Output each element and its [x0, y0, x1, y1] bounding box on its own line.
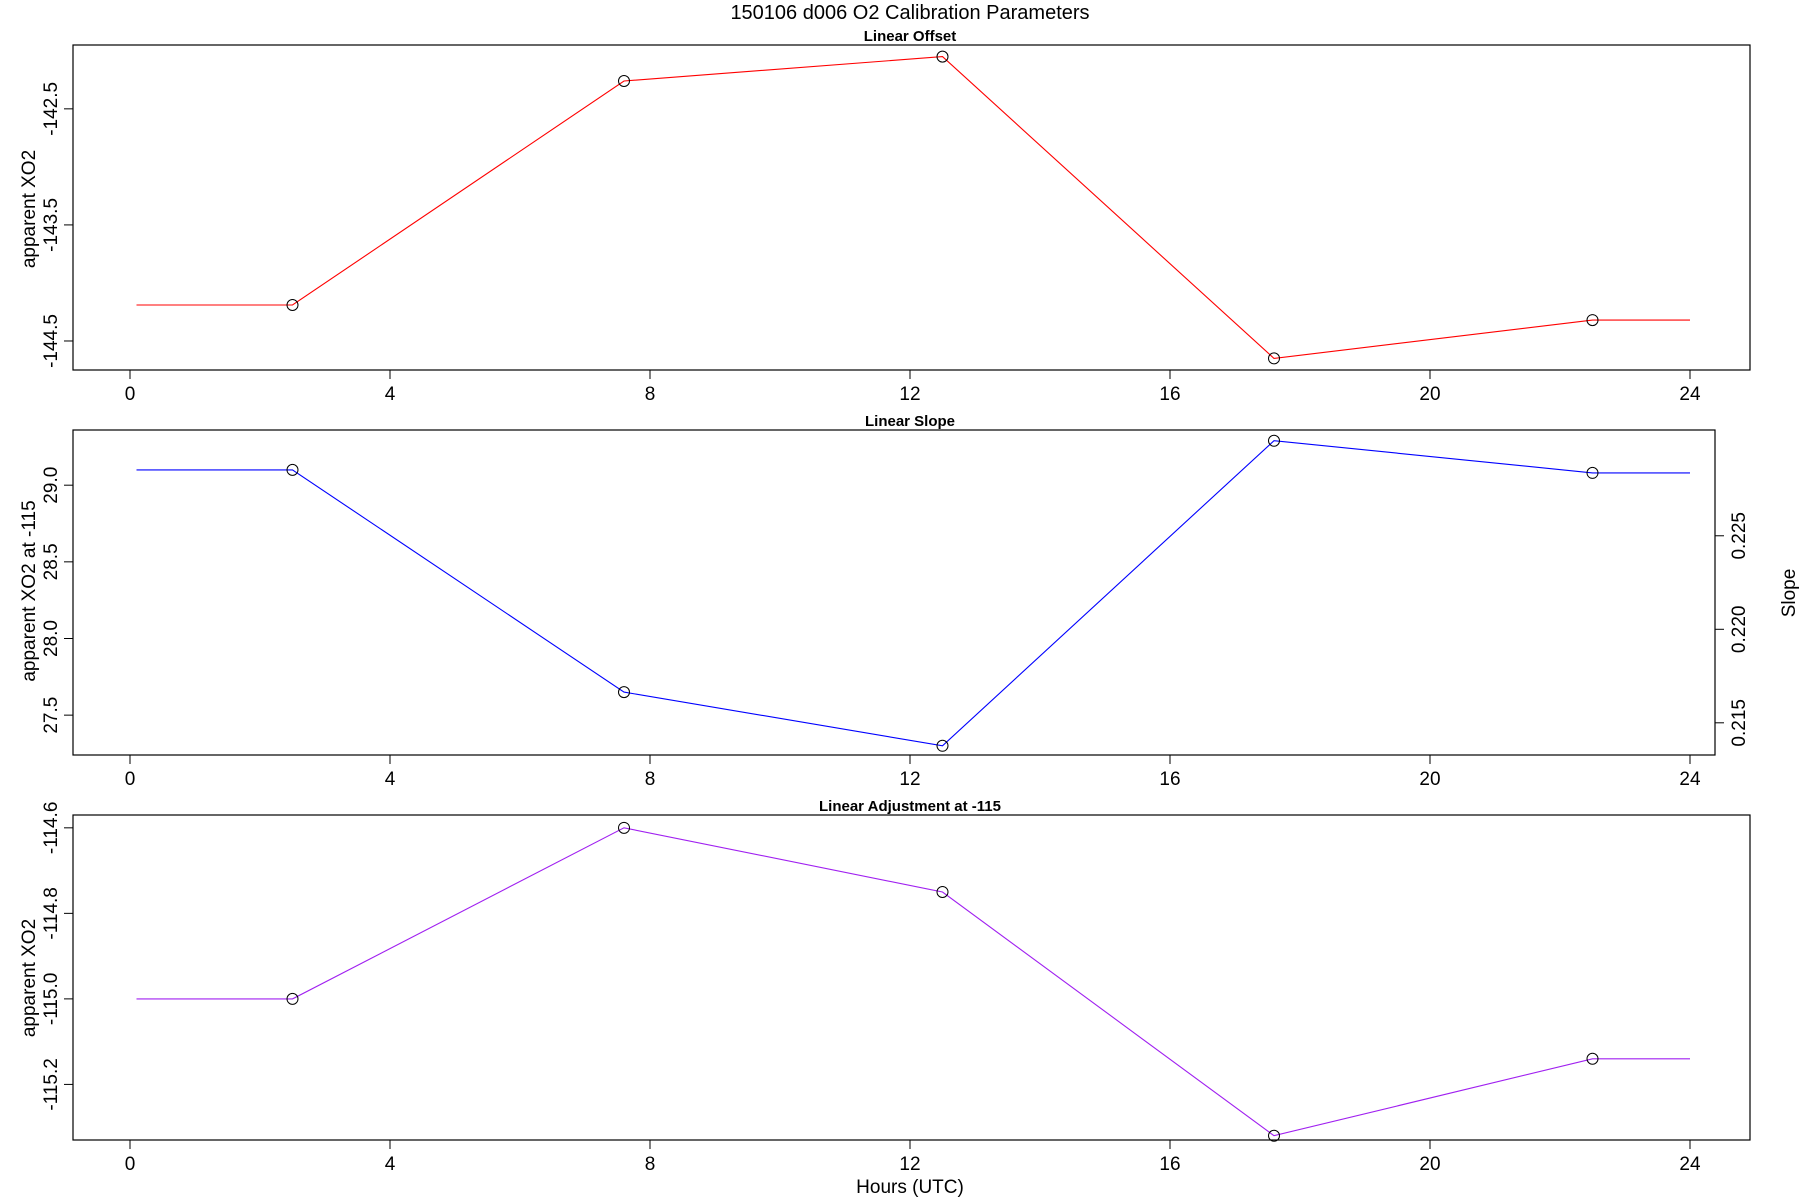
linear-offset-x-tick-label: 0 [125, 384, 136, 405]
linear-offset-x-tick-label: 4 [385, 384, 396, 405]
linear-slope-y-tick-label: 28.5 [41, 543, 62, 580]
linear-slope-y2-tick-label: 0.215 [1729, 699, 1750, 747]
linear-slope-plot-frame [72, 429, 1716, 756]
linear-offset-data-point [286, 299, 299, 311]
linear-adjustment-x-tick-label: 8 [645, 1154, 656, 1175]
linear-offset-x-tick-label: 8 [645, 384, 656, 405]
linear-offset-x-tick-label: 20 [1419, 384, 1440, 405]
linear-adjustment-x-tick-label: 24 [1679, 1154, 1701, 1175]
linear-adjustment-data-point [936, 885, 949, 898]
linear-slope-data-point [1268, 434, 1280, 447]
linear-slope-data-point [286, 463, 299, 476]
linear-adjustment-x-tick-label: 12 [899, 1154, 920, 1175]
linear-offset-panel: Linear Offset apparent XO2 0 4 8 12 16 20 24 -1… [19, 28, 1751, 405]
linear-slope-right-axis-label: Slope [1779, 569, 1800, 618]
linear-offset-y-tick-label: -143.5 [41, 198, 62, 252]
linear-slope-x-tick-label: 4 [385, 769, 396, 790]
linear-adjustment-series-line [136, 827, 1690, 1137]
linear-adjustment-x-tick-label: 16 [1159, 1154, 1180, 1175]
linear-slope-y-tick-label: 28.0 [41, 620, 62, 657]
linear-offset-plot-frame [72, 44, 1751, 371]
linear-offset-y-axis-label: apparent XO2 [19, 150, 40, 268]
linear-adjustment-data-point [1586, 1052, 1599, 1065]
linear-offset-x-tick-label: 12 [899, 384, 920, 405]
linear-offset-data-point [618, 74, 630, 87]
linear-adjustment-y-tick-label: -114.8 [41, 887, 62, 939]
linear-slope-data-point [1586, 466, 1599, 479]
linear-offset-series-line [136, 56, 1690, 359]
linear-adjustment-y-tick-label: -114.6 [41, 802, 62, 854]
linear-slope-x-tick-label: 16 [1159, 769, 1180, 790]
linear-adjustment-data-point [1268, 1129, 1280, 1142]
linear-slope-data-point [936, 739, 949, 752]
linear-offset-y-tick-label: -144.5 [41, 314, 62, 368]
linear-slope-x-tick-label: 0 [125, 769, 136, 790]
linear-slope-x-tick-label: 24 [1679, 769, 1701, 790]
linear-adjustment-panel: Linear Adjustment at -115 apparent XO2 0… [19, 798, 1751, 1175]
linear-slope-x-tick-label: 8 [645, 769, 656, 790]
linear-slope-y2-tick-label: 0.225 [1729, 512, 1750, 560]
linear-slope-x-tick-label: 20 [1419, 769, 1440, 790]
linear-offset-data-point [1586, 314, 1599, 327]
linear-adjustment-plot-frame [72, 814, 1751, 1141]
linear-offset-y-tick-label: -142.5 [41, 82, 62, 136]
linear-offset-title: Linear Offset [864, 28, 957, 45]
linear-slope-y-tick-label: 29.0 [41, 467, 62, 504]
linear-offset-x-tick-label: 24 [1679, 384, 1701, 405]
linear-offset-x-tick-label: 16 [1159, 384, 1180, 405]
linear-offset-data-point [936, 50, 949, 63]
figure-x-axis-label: Hours (UTC) [856, 1177, 964, 1198]
linear-slope-data-point [618, 686, 630, 699]
linear-adjustment-y-axis-label: apparent XO2 [19, 919, 40, 1037]
linear-slope-y2-tick-label: 0.220 [1729, 606, 1750, 654]
linear-adjustment-x-tick-label: 4 [385, 1154, 396, 1175]
linear-slope-title: Linear Slope [865, 413, 955, 430]
linear-adjustment-title: Linear Adjustment at -115 [819, 798, 1001, 815]
linear-slope-y-axis-label: apparent XO2 at -115 [19, 500, 40, 681]
linear-slope-series-line [136, 440, 1690, 747]
linear-adjustment-x-tick-label: 20 [1419, 1154, 1440, 1175]
linear-adjustment-data-point [286, 992, 299, 1005]
linear-slope-x-tick-label: 12 [899, 769, 920, 790]
linear-adjustment-data-point [618, 821, 630, 834]
figure-title: 150106 d006 O2 Calibration Parameters [730, 2, 1089, 24]
linear-offset-data-point [1268, 352, 1280, 365]
linear-adjustment-y-tick-label: -115.0 [41, 973, 62, 1025]
linear-slope-panel: Linear Slope apparent XO2 at -115 Slope … [19, 413, 1800, 790]
linear-slope-y-tick-label: 27.5 [41, 697, 62, 734]
linear-adjustment-x-tick-label: 0 [125, 1154, 136, 1175]
linear-adjustment-y-tick-label: -115.2 [41, 1058, 62, 1110]
